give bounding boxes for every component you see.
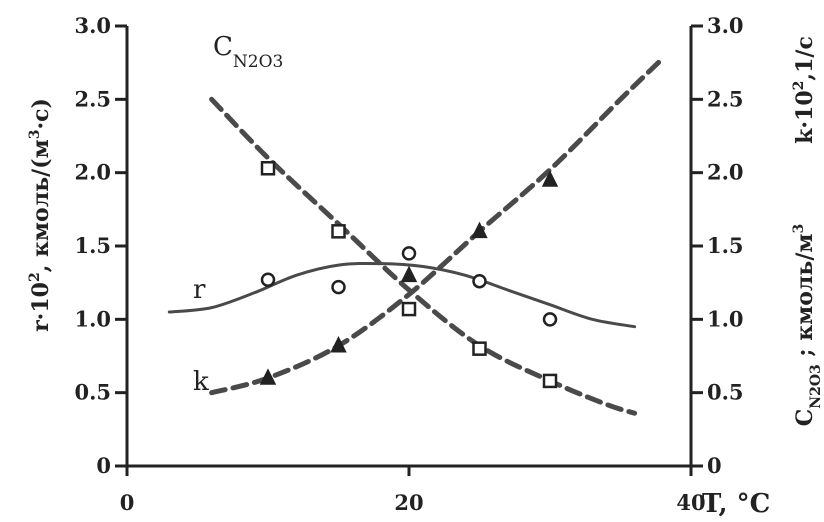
data-point-c-n2o3 bbox=[542, 373, 558, 389]
y-right-tick-label: 3.0 bbox=[707, 13, 744, 38]
y-left-tick-label: 1.0 bbox=[74, 306, 111, 331]
data-point-k bbox=[400, 265, 418, 283]
data-point-r bbox=[542, 312, 558, 327]
y-left-title-sup: 2 bbox=[27, 272, 43, 282]
y-left-tick-label: 0.5 bbox=[74, 380, 111, 405]
curve-label-c: CN2O3 bbox=[213, 32, 283, 72]
y-left-title-main: r·10 bbox=[28, 282, 54, 332]
y-right-tick-label: 0.5 bbox=[707, 380, 744, 405]
curve-label-k: k bbox=[193, 367, 209, 397]
y-left-title-sup2: 3 bbox=[27, 130, 43, 140]
x-tick-label: 0 bbox=[120, 490, 135, 515]
y-right-top-rest: ,1/с bbox=[792, 36, 818, 80]
x-axis-title-main: T, bbox=[702, 489, 737, 519]
data-point-k bbox=[541, 170, 559, 187]
y-axis-right-title-bottom: CN2O3 ; кмоль/м3 bbox=[791, 224, 824, 426]
y-left-tick-label: 1.5 bbox=[74, 233, 111, 258]
data-point-r bbox=[260, 272, 276, 287]
y-right-top-sup: 2 bbox=[791, 81, 807, 91]
data-point-k bbox=[330, 336, 347, 353]
y-axis-left-title: r·102, кмоль/(м3·с) bbox=[27, 98, 54, 332]
y-right-bottom-rest: кмоль/м bbox=[792, 234, 818, 341]
markers-group bbox=[259, 161, 559, 389]
y-right-bottom-sup: 3 bbox=[791, 224, 807, 234]
y-right-bottom-main: C bbox=[792, 409, 818, 427]
y-right-tick-label: 1.0 bbox=[707, 306, 744, 331]
y-right-bottom-sub: N2O3 bbox=[808, 364, 824, 408]
data-point-r bbox=[331, 279, 346, 295]
curve-label-r: r bbox=[193, 275, 206, 305]
series-group bbox=[167, 55, 666, 416]
x-tick-label: 40 bbox=[676, 490, 705, 515]
data-point-r bbox=[472, 273, 487, 289]
series-line-c-n2o3 bbox=[209, 96, 638, 416]
x-axis-title: T, °C bbox=[702, 489, 770, 519]
curve-label-c-sub: N2O3 bbox=[233, 52, 283, 72]
y-left-tick-label: 0 bbox=[96, 453, 111, 478]
data-point-c-n2o3 bbox=[260, 161, 276, 176]
x-tick-label: 20 bbox=[394, 490, 423, 515]
y-left-title-rest2: ·с) bbox=[28, 98, 54, 129]
y-left-tick-label: 3.0 bbox=[74, 13, 111, 38]
y-right-tick-label: 2.0 bbox=[707, 160, 744, 185]
axes: 0 0.5 1.0 1.5 2.0 2.5 3.0 0 0.5 1.0 1.5 2.0 2.5 3.0 0 2… bbox=[74, 13, 743, 515]
y-left-title-rest: , кмоль/(м bbox=[28, 139, 54, 272]
series-line-k bbox=[209, 55, 666, 396]
y-right-tick-label: 2.5 bbox=[707, 86, 744, 111]
data-point-k bbox=[471, 221, 488, 239]
y-right-tick-label: 1.5 bbox=[707, 233, 744, 258]
y-left-tick-label: 2.0 bbox=[74, 160, 111, 185]
y-axis-right-title-top: k·102,1/с bbox=[791, 36, 818, 144]
series-line-r bbox=[167, 261, 637, 329]
x-axis-title-unit: °C bbox=[737, 489, 771, 519]
y-left-tick-label: 2.5 bbox=[74, 86, 111, 111]
data-point-c-n2o3 bbox=[331, 224, 346, 239]
data-point-c-n2o3 bbox=[401, 301, 417, 317]
data-point-k bbox=[259, 368, 277, 385]
y-right-bottom-sep: ; bbox=[792, 341, 818, 364]
curve-label-c-base: C bbox=[213, 32, 233, 62]
data-point-r bbox=[401, 246, 417, 261]
data-point-c-n2o3 bbox=[472, 341, 487, 356]
y-right-top-main: k·10 bbox=[792, 90, 818, 144]
y-right-tick-label: 0 bbox=[707, 453, 722, 478]
